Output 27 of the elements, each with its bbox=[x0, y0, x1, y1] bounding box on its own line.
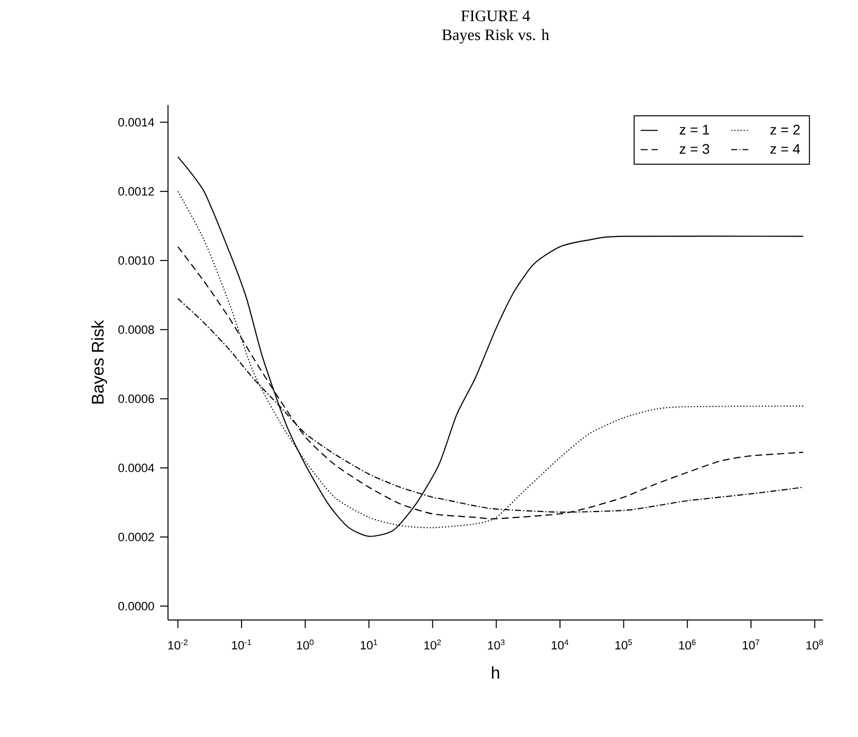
x-tick-label: 10$^{7}$ bbox=[742, 640, 760, 650]
x-tick-label: 10$^{1}$ bbox=[360, 640, 378, 650]
x-tick-label: 10$^{3}$ bbox=[488, 640, 505, 650]
legend-label: z = 3 bbox=[680, 144, 710, 154]
x-tick-label: 10$^{2}$ bbox=[424, 640, 441, 650]
y-tick-label: 0.0012 bbox=[118, 187, 154, 196]
y-axis-title: Bayes Risk bbox=[91, 320, 108, 404]
legend-label: z = 4 bbox=[770, 144, 800, 154]
legend-label: z = 2 bbox=[770, 124, 800, 135]
y-tick-label: 0.0006 bbox=[118, 394, 154, 403]
legend-label: z = 1 bbox=[680, 124, 710, 134]
x-tick-label: 10$^{4}$ bbox=[552, 640, 568, 650]
y-tick-label: 0.0010 bbox=[118, 256, 154, 265]
x-tick-label: 10$^{6}$ bbox=[679, 640, 696, 650]
chart-title: FIGURE 4 bbox=[461, 10, 530, 22]
chart-subtitle: Bayes Risk vs. h bbox=[442, 28, 550, 44]
x-tick-label: 10$^{-1}$ bbox=[232, 640, 252, 650]
x-tick-label: 10$^{-2}$ bbox=[168, 640, 188, 650]
x-tick-label: 10$^{8}$ bbox=[806, 640, 823, 650]
x-tick-label: 10$^{0}$ bbox=[297, 640, 314, 650]
y-tick-label: 0.0008 bbox=[118, 325, 154, 334]
y-tick-label: 0.0002 bbox=[118, 532, 154, 542]
x-tick-label: 10$^{5}$ bbox=[615, 640, 632, 650]
y-tick-label: 0.0000 bbox=[118, 602, 154, 610]
x-axis-title: h bbox=[492, 666, 500, 679]
y-tick-label: 0.0014 bbox=[118, 118, 154, 126]
y-tick-label: 0.0004 bbox=[118, 464, 154, 472]
